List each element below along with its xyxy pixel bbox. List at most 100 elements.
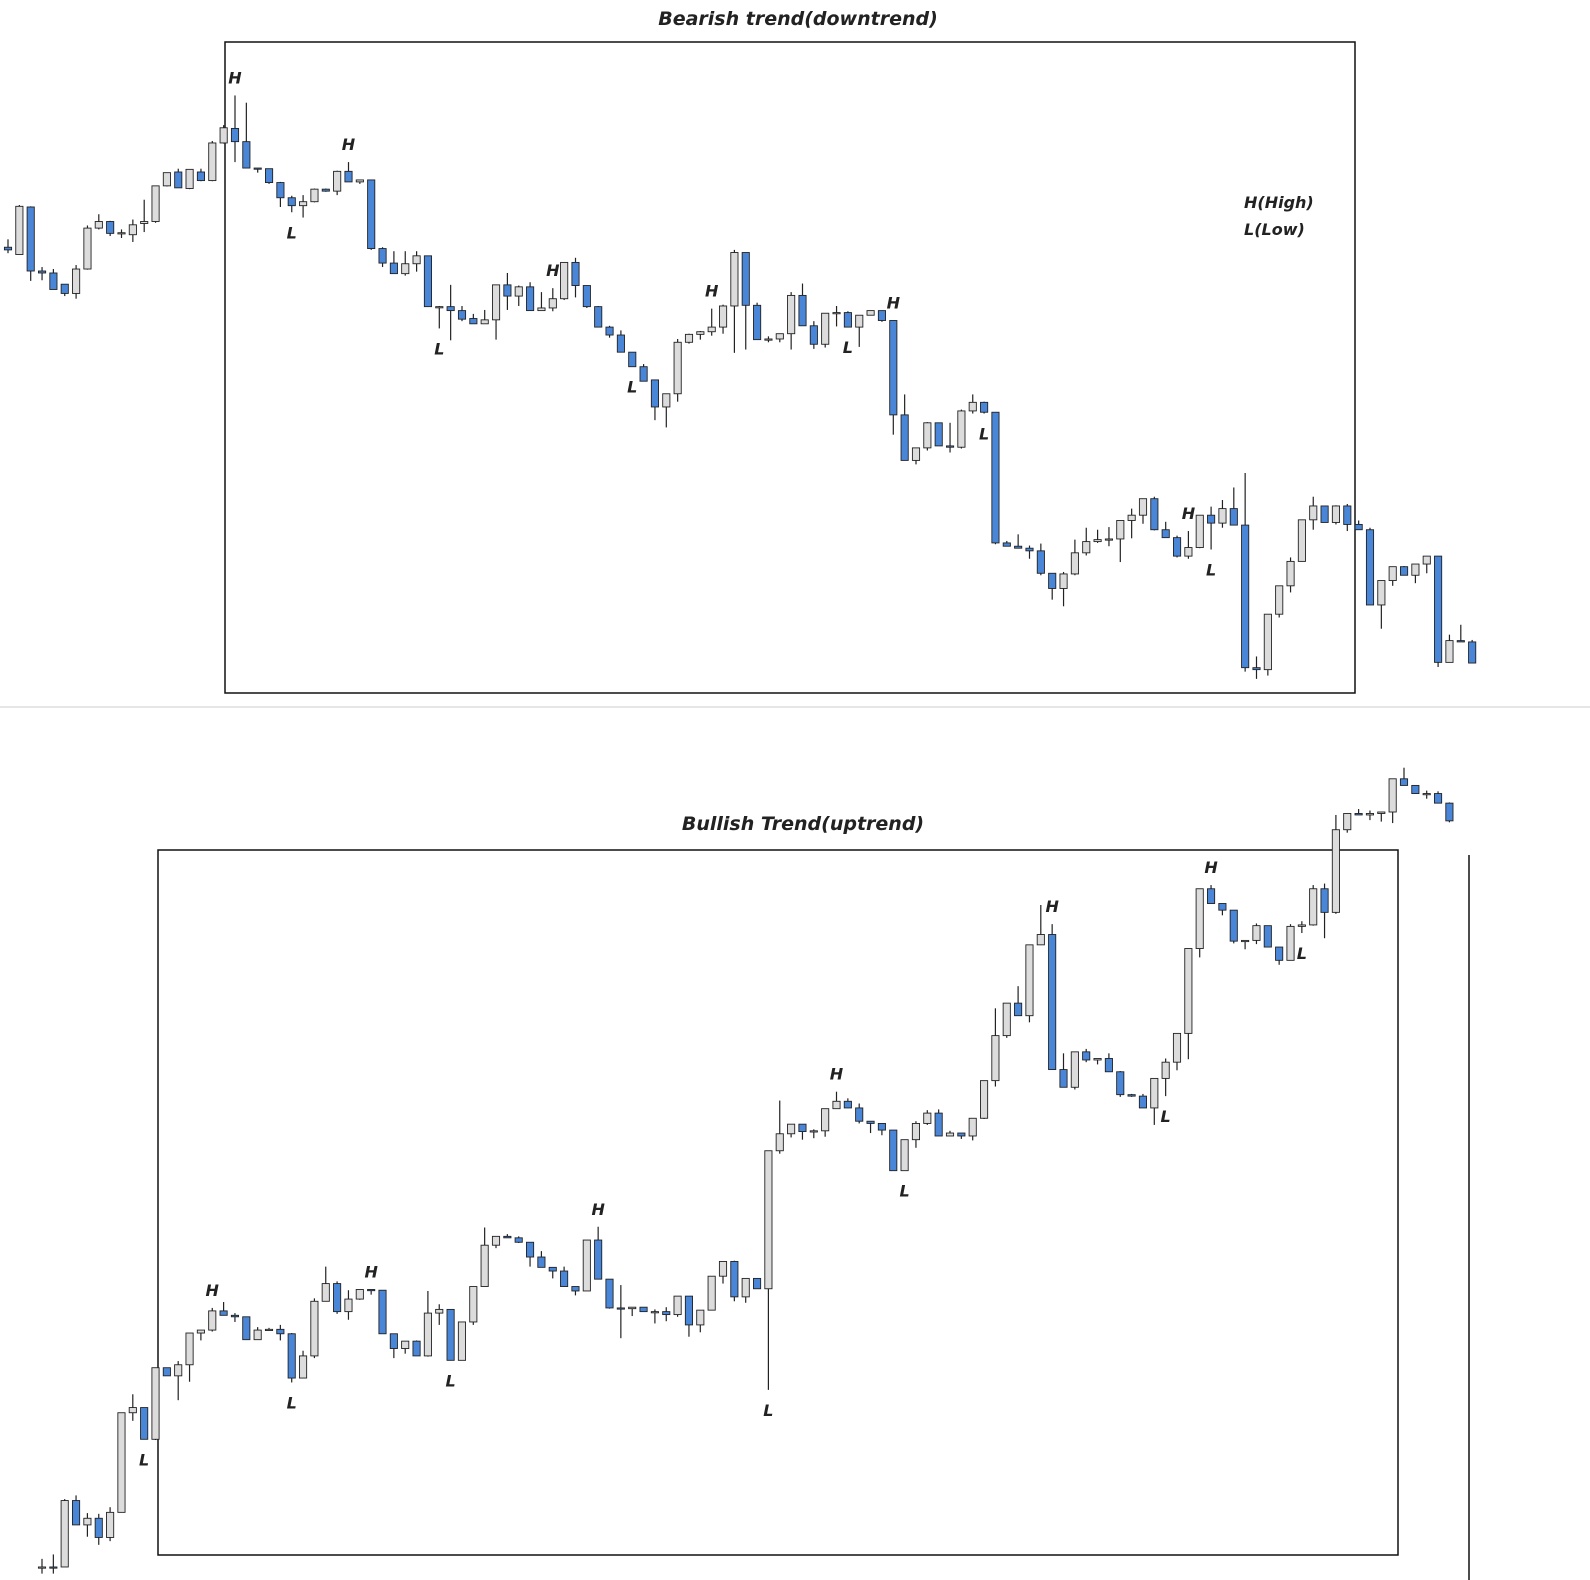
bullish-candle-body xyxy=(1218,508,1227,524)
bearish-candle-body xyxy=(639,1306,648,1313)
bullish-candle-body xyxy=(787,294,796,335)
bearish-candle-body xyxy=(287,197,296,207)
bearish-candle xyxy=(242,102,251,169)
bearish-candle xyxy=(196,168,206,182)
bullish-candle xyxy=(49,1554,58,1574)
bearish-candle xyxy=(911,447,921,465)
bullish-candle-body xyxy=(60,1500,69,1568)
bearish-candle xyxy=(1297,519,1306,562)
bearish-candle-body xyxy=(446,1308,455,1361)
bearish-candle xyxy=(185,168,194,190)
bullish-candle xyxy=(276,1324,285,1341)
bearish-candle-body xyxy=(49,272,58,290)
bullish-candle xyxy=(957,1132,966,1139)
bullish-candle xyxy=(968,1117,977,1141)
bullish-candle xyxy=(741,1277,750,1303)
bullish-candle xyxy=(753,1277,762,1290)
bullish-candle-body xyxy=(855,314,864,328)
bullish-candle-body xyxy=(321,1283,330,1302)
bullish-candle xyxy=(367,1289,376,1295)
bullish-candle xyxy=(423,1290,432,1357)
bullish-candle xyxy=(1218,903,1227,916)
bullish-candle xyxy=(219,1302,228,1316)
bullish-candle xyxy=(1059,1053,1068,1088)
bullish-candle-body xyxy=(117,232,126,235)
bearish-candle-body xyxy=(1048,934,1057,1071)
bearish-candle-body xyxy=(1218,903,1227,911)
bullish-candle xyxy=(469,1286,478,1325)
bullish-candle xyxy=(37,1558,47,1574)
bearish-candle-body xyxy=(1127,1094,1136,1097)
bullish-candle xyxy=(299,1350,308,1379)
bullish-candle xyxy=(1138,1093,1147,1109)
bullish-candle-body xyxy=(968,401,977,412)
bearish-candle xyxy=(333,170,342,196)
bearish-candle xyxy=(1207,506,1216,550)
bearish-candle xyxy=(128,219,137,242)
bullish-candle-body xyxy=(480,1244,489,1287)
bullish-candle xyxy=(321,1266,330,1302)
pivot-low-label: L xyxy=(979,425,989,444)
bearish-candle xyxy=(673,338,682,402)
pivot-low-label: L xyxy=(434,339,444,358)
bearish-candle-body xyxy=(3,246,13,251)
bullish-candle-body xyxy=(718,1260,728,1277)
bearish-candle xyxy=(503,272,512,310)
pivot-high-label: H xyxy=(546,261,560,280)
bullish-candle-body xyxy=(1388,566,1397,581)
bullish-candle-body xyxy=(185,1332,194,1366)
bullish-candle xyxy=(718,1260,728,1284)
bullish-candle xyxy=(1309,885,1318,926)
bullish-candle-body xyxy=(1343,813,1352,831)
bullish-candle xyxy=(616,1285,625,1339)
bearish-candle-body xyxy=(571,261,580,286)
bearish-candle-body xyxy=(628,351,637,368)
bearish-candle xyxy=(1229,487,1238,526)
bearish-candle xyxy=(492,284,501,340)
bullish-candle-body xyxy=(832,1100,841,1110)
bullish-candle-body xyxy=(696,331,705,335)
bearish-candle xyxy=(594,305,603,328)
bearish-candle-body xyxy=(457,310,467,320)
bearish-candle xyxy=(1036,543,1045,576)
bullish-candle-body xyxy=(310,188,319,203)
pivot-low-label: L xyxy=(1161,1107,1171,1126)
bearish-candle xyxy=(469,313,478,325)
bearish-candle-body xyxy=(378,1289,387,1335)
bullish-candle-body xyxy=(401,263,410,275)
bearish-candle-body xyxy=(946,445,955,448)
bullish-candle xyxy=(491,1235,501,1249)
bullish-candle xyxy=(1354,809,1363,816)
bullish-candle-body xyxy=(787,1123,796,1135)
bullish-candle xyxy=(1297,921,1306,934)
bearish-candle xyxy=(299,195,308,218)
bullish-candle-body xyxy=(1195,888,1204,949)
bearish-candle xyxy=(446,284,455,341)
pivot-high-label: H xyxy=(1204,858,1218,877)
bearish-candle-body xyxy=(980,401,989,413)
pivot-low-label: L xyxy=(763,1401,773,1420)
bearish-candle-body xyxy=(1207,514,1216,524)
bullish-candle-body xyxy=(253,1329,262,1341)
bullish-candle-body xyxy=(1297,519,1306,562)
bullish-candle xyxy=(1082,1048,1091,1063)
bullish-candle-body xyxy=(299,201,308,207)
bearish-candle-body xyxy=(526,1241,535,1258)
bearish-candle-body xyxy=(219,1310,228,1316)
bearish-candle-body xyxy=(843,312,852,328)
bullish-trend-panel: Bullish Trend(uptrend) L H L H L H L H L H L H L xyxy=(37,767,1470,1580)
bullish-candle xyxy=(1343,813,1352,833)
bearish-candle-body xyxy=(1002,542,1011,547)
bullish-candle-body xyxy=(83,1517,92,1526)
bearish-candle-body xyxy=(605,326,614,336)
bullish-candle xyxy=(378,1289,387,1335)
bullish-candle-body xyxy=(968,1117,977,1137)
bullish-candle-body xyxy=(1150,1077,1159,1109)
bullish-candle xyxy=(94,1513,103,1545)
bullish-candle-body xyxy=(469,1286,478,1323)
bullish-candle xyxy=(355,1289,364,1300)
bullish-candle-body xyxy=(514,286,523,297)
bearish-candle xyxy=(117,229,126,238)
bullish-candle xyxy=(1206,885,1216,904)
bearish-candle xyxy=(1104,527,1113,547)
